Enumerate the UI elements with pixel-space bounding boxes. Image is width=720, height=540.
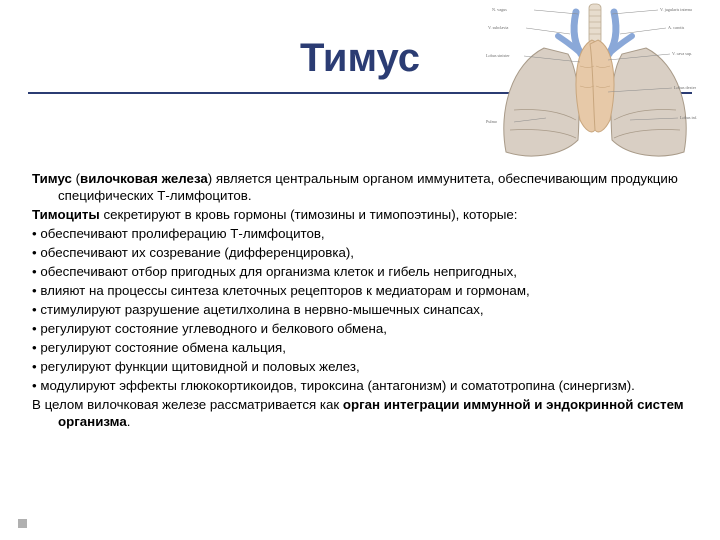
svg-text:Lobus inf.: Lobus inf. <box>680 115 697 120</box>
svg-text:Lobus sinister: Lobus sinister <box>486 53 510 58</box>
footer-marker <box>18 519 27 528</box>
svg-text:A. carotis: A. carotis <box>668 25 685 30</box>
thymo-paragraph: Тимоциты секретируют в кровь гормоны (ти… <box>32 206 692 223</box>
bullet-item: • регулируют состояние обмена кальция, <box>32 339 692 356</box>
intro-paragraph: Тимус (вилочковая железа) является центр… <box>32 170 692 204</box>
svg-text:Pulmo: Pulmo <box>486 119 497 124</box>
slide-title: Тимус <box>300 36 420 80</box>
bullet-item: • обеспечивают пролиферацию Т-лимфоцитов… <box>32 225 692 242</box>
bullet-item: • стимулируют разрушение ацетилхолина в … <box>32 301 692 318</box>
bullet-item: • влияют на процессы синтеза клеточных р… <box>32 282 692 299</box>
svg-text:N. vagus: N. vagus <box>492 7 507 12</box>
svg-text:V. subclavia: V. subclavia <box>488 25 509 30</box>
svg-text:V. cava sup.: V. cava sup. <box>672 51 692 56</box>
bullet-item: • обеспечивают отбор пригодных для орган… <box>32 263 692 280</box>
term-thymus: Тимус <box>32 171 72 186</box>
bullet-item: • регулируют функции щитовидной и половы… <box>32 358 692 375</box>
term-thymocytes: Тимоциты <box>32 207 100 222</box>
bullet-item: • обеспечивают их созревание (дифференци… <box>32 244 692 261</box>
bullet-item: • модулируют эффекты глюкокортикоидов, т… <box>32 377 692 394</box>
term-gland: вилочковая железа <box>80 171 208 186</box>
svg-text:Lobus dexter: Lobus dexter <box>674 85 697 90</box>
closing-paragraph: В целом вилочковая железе рассматриваетс… <box>32 396 692 430</box>
svg-text:V. jugularis interna: V. jugularis interna <box>660 7 692 12</box>
anatomy-illustration: V. jugularis interna A. carotis V. cava … <box>480 0 710 165</box>
body-text: Тимус (вилочковая железа) является центр… <box>32 170 692 432</box>
bullet-item: • регулируют состояние углеводного и бел… <box>32 320 692 337</box>
